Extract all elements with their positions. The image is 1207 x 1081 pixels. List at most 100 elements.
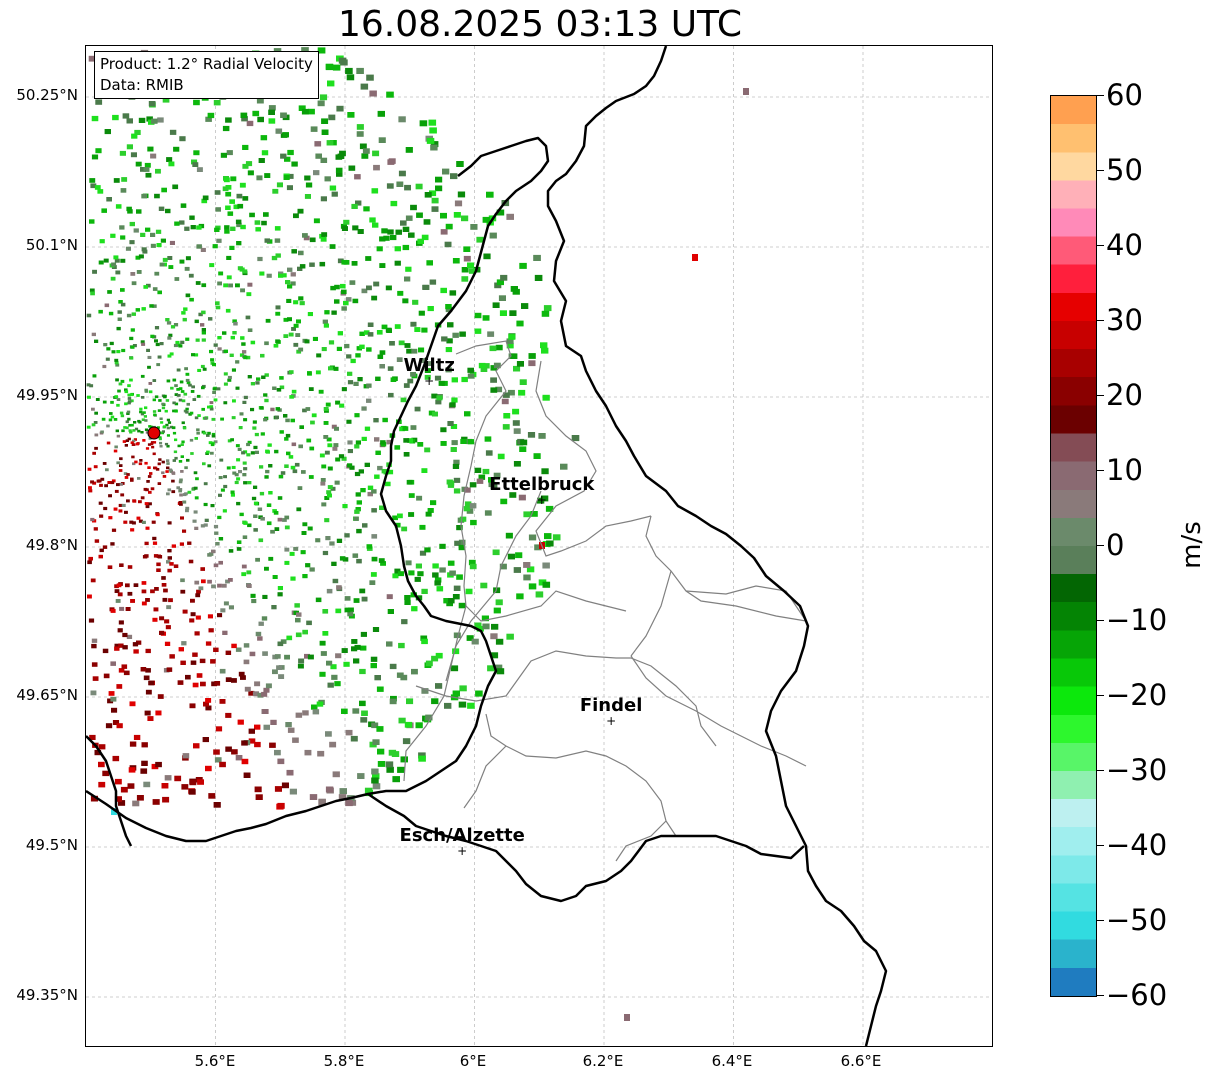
echo-pixel [146,116,153,122]
echo-pixel [327,443,333,448]
echo-pixel [506,633,514,640]
echo-pixel [183,392,188,396]
echo-pixel [471,638,479,645]
radar-map[interactable]: + Wiltz + Ettelbruck + Findel + Esch/Alzette [85,45,993,1047]
colorbar-tick-label: 10 [1106,453,1143,487]
echo-pixel [153,413,157,417]
echo-pixel [213,563,219,568]
echo-pixel [403,438,410,443]
echo-pixel [268,464,273,468]
echo-pixel [350,735,358,742]
echo-pixel [90,291,95,296]
echo-pixel [200,681,206,687]
echo-pixel [394,568,401,574]
echo-pixel [312,336,318,341]
echo-pixel [339,788,347,795]
echo-pixel [92,451,96,455]
echo-pixel [319,94,328,101]
echo-pixel [329,541,335,546]
echo-pixel [440,441,447,446]
echo-pixel [344,533,350,538]
echo-pixel [149,425,153,429]
echo-pixel [132,800,140,807]
echo-pixel [345,800,353,807]
echo-pixel [166,459,170,462]
echo-pixel [245,161,253,167]
echo-pixel [328,340,335,345]
echo-pixel [237,719,244,725]
echo-pixel [130,399,134,403]
product-label: Product: 1.2° Radial Velocity [100,55,313,73]
echo-pixel [243,772,251,778]
echo-pixel [112,720,120,725]
echo-pixel [372,222,379,228]
echo-pixel [154,339,158,343]
echo-pixel [193,510,198,514]
echo-pixel [213,343,218,347]
echo-pixel [276,665,282,670]
echo-pixel [429,127,437,134]
radar-site-marker[interactable] [147,426,161,440]
echo-pixel [115,270,121,275]
echo-pixel [467,439,475,445]
echo-pixel [240,112,248,118]
echo-pixel [624,1014,630,1021]
echo-pixel [253,501,259,506]
echo-pixel [411,606,418,612]
echo-pixel [326,660,333,666]
echo-pixel [225,579,230,584]
echo-pixel [117,628,123,633]
echo-pixel [88,486,92,490]
echo-pixel [166,426,170,430]
echo-pixel [223,349,228,353]
echo-pixel [306,620,312,626]
echo-pixel [327,466,333,471]
echo-pixel [185,407,189,411]
echo-pixel [116,326,121,331]
echo-pixel [125,583,130,588]
echo-pixel [246,442,251,447]
echo-pixel [291,442,297,447]
echo-pixel [180,589,186,594]
echo-pixel [369,90,377,97]
echo-pixel [116,398,121,401]
echo-pixel [486,191,494,198]
echo-pixel [293,300,299,305]
echo-pixel [219,761,226,768]
echo-pixel [277,517,283,522]
echo-pixel [140,340,145,344]
echo-pixel [267,443,272,447]
echo-pixel [108,418,113,422]
echo-pixel [519,262,527,269]
echo-pixel [107,698,114,704]
echo-pixel [213,647,219,652]
echo-pixel [370,663,377,669]
echo-pixel [236,477,241,481]
echo-pixel [440,427,447,433]
echo-pixel [284,654,290,660]
echo-pixel [430,500,437,506]
echo-pixel [227,439,232,443]
echo-pixel [546,540,554,547]
echo-pixel [298,658,305,664]
echo-pixel [268,109,275,115]
echo-pixel [492,302,500,308]
echo-pixel [91,643,97,649]
echo-pixel [218,537,224,541]
echo-pixel [440,229,448,235]
echo-pixel [458,701,467,708]
echo-pixel [406,348,413,354]
echo-pixel [277,496,283,500]
echo-pixel [156,426,160,429]
echo-pixel [240,336,245,340]
echo-pixel [196,589,201,594]
echo-pixel [290,465,296,470]
echo-pixel [242,144,249,150]
echo-pixel [115,378,119,382]
echo-pixel [335,457,341,462]
echo-pixel [379,263,386,268]
echo-pixel [310,420,315,425]
echo-pixel [120,302,126,307]
echo-pixel [410,204,417,211]
echo-pixel [372,627,380,632]
